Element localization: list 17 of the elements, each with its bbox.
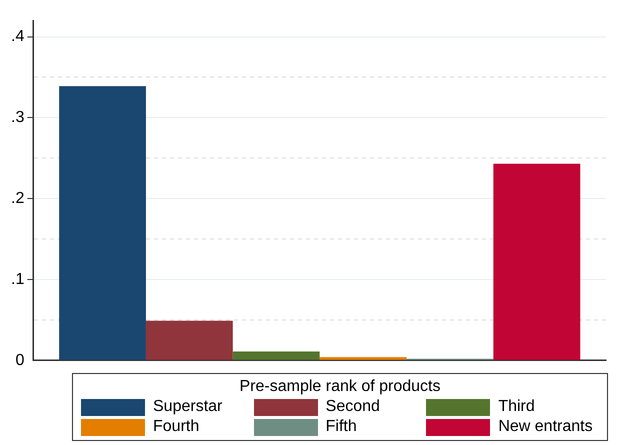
legend-label: New entrants: [498, 418, 593, 436]
legend-label: Superstar: [153, 398, 222, 416]
bar: [320, 357, 407, 360]
bar: [146, 320, 233, 360]
legend-label: Fifth: [326, 418, 357, 436]
bar: [232, 352, 320, 360]
bar: [59, 86, 146, 360]
legend-label: Second: [326, 398, 380, 416]
y-tick-label: .1: [11, 270, 24, 288]
legend-label: Fourth: [153, 418, 200, 436]
y-tick-label: .3: [11, 109, 24, 126]
y-tick-label: .2: [11, 190, 24, 207]
y-tick-label: .4: [11, 28, 24, 46]
y-tick-label: 0: [15, 352, 24, 369]
bar: [493, 164, 580, 360]
legend-title: Pre-sample rank of products: [238, 378, 442, 396]
legend-label: Third: [498, 398, 535, 416]
